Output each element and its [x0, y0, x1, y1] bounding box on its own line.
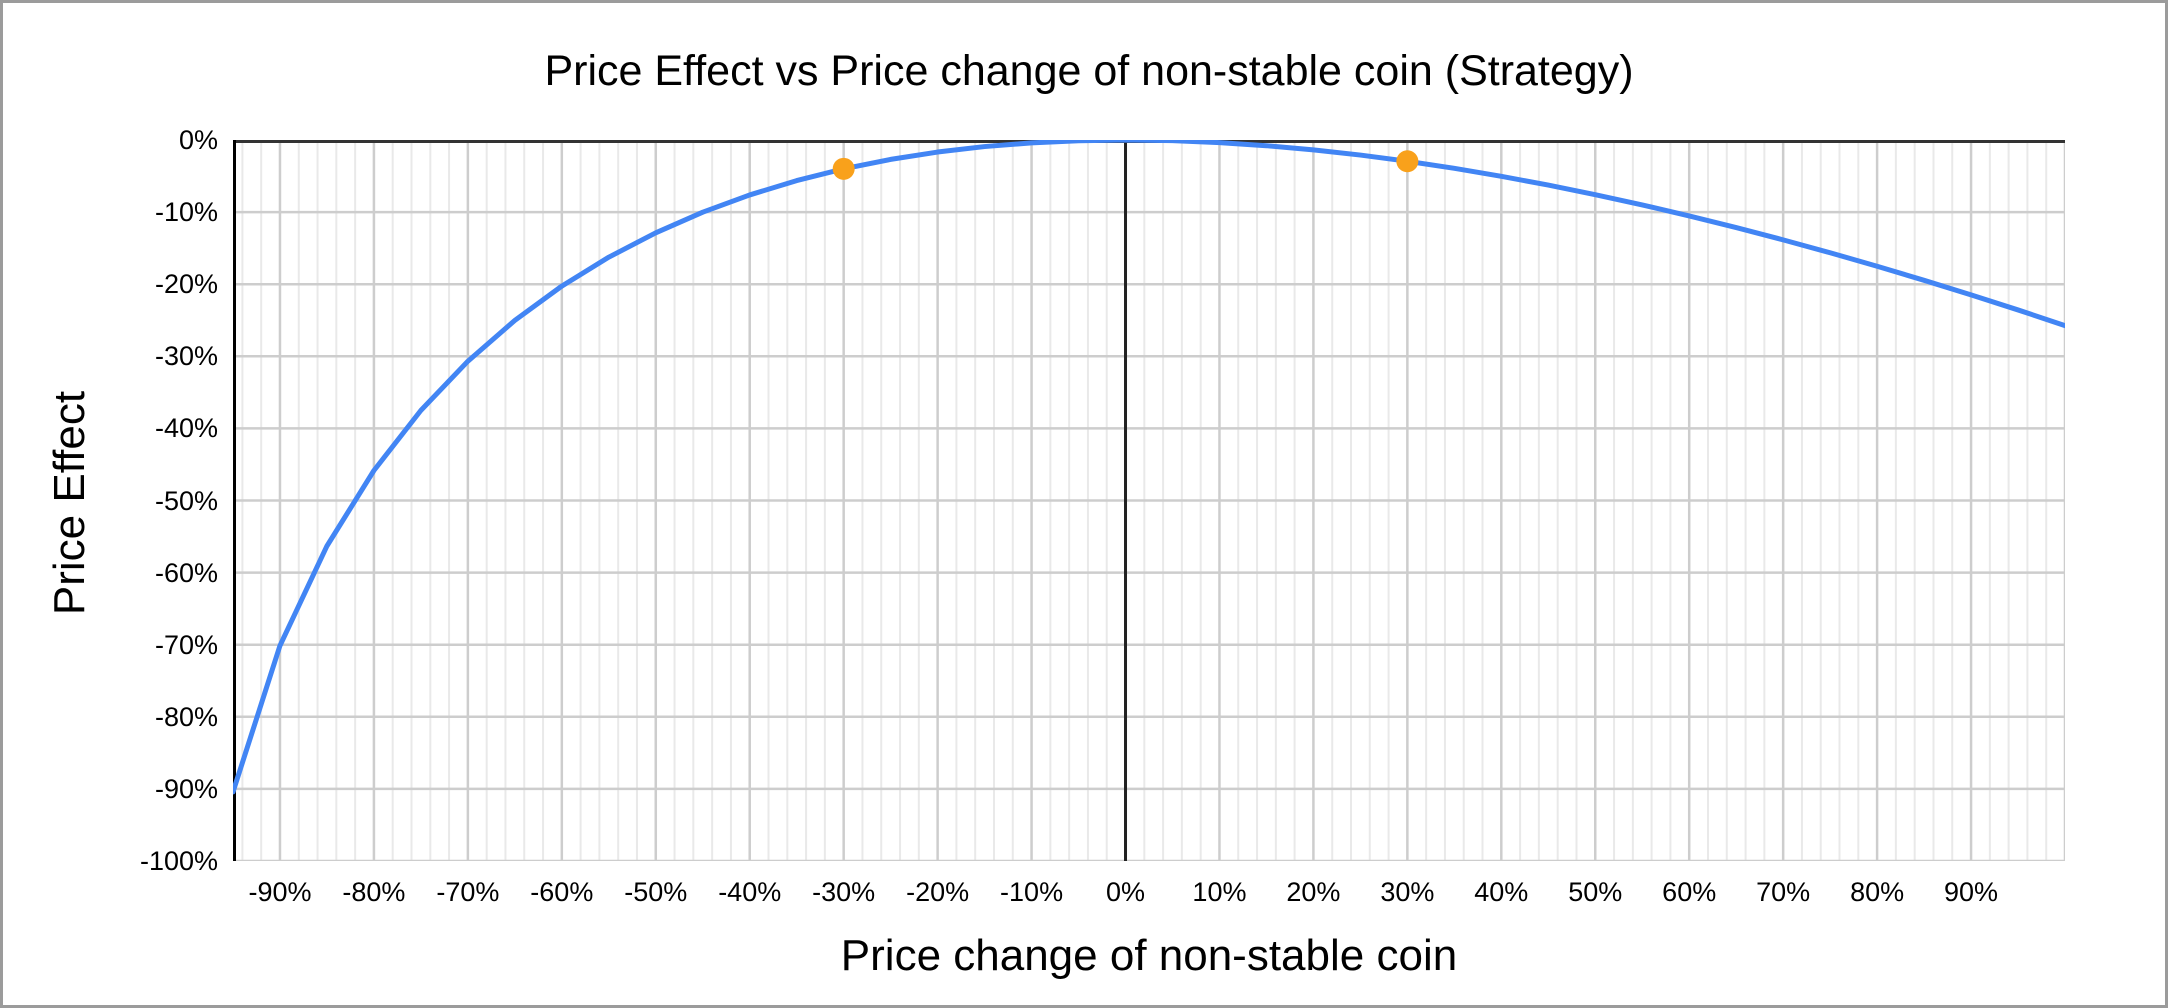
x-tick-label: 0%	[1105, 877, 1146, 907]
strategy-line-series	[233, 140, 2065, 795]
x-tick-label: 20%	[1286, 877, 1341, 907]
highlight-point	[832, 157, 855, 180]
x-tick-label: -80%	[342, 877, 406, 907]
y-tick-label: -70%	[154, 629, 218, 660]
y-tick-label: -40%	[154, 413, 218, 444]
y-tick-label: -30%	[154, 341, 218, 372]
x-tick-label: 80%	[1850, 877, 1905, 907]
x-axis-title: Price change of non-stable coin	[840, 931, 1458, 980]
chart-title: Price Effect vs Price change of non-stab…	[544, 47, 1634, 95]
x-tick-label: 10%	[1192, 877, 1247, 907]
x-tick-label: -50%	[624, 877, 688, 907]
x-tick-label: -20%	[906, 877, 970, 907]
plot-area	[233, 140, 2065, 861]
y-tick-label: -50%	[154, 485, 218, 516]
y-tick-label: -80%	[154, 701, 218, 732]
chart-canvas	[233, 140, 2065, 861]
x-tick-label: -70%	[436, 877, 500, 907]
x-tick-label: 40%	[1474, 877, 1529, 907]
x-tick-label: -90%	[248, 877, 312, 907]
y-tick-label: -20%	[154, 269, 218, 300]
highlight-point	[1396, 150, 1419, 173]
x-tick-label: 70%	[1756, 877, 1811, 907]
y-tick-label: 0%	[178, 125, 218, 155]
x-tick-label: -60%	[530, 877, 594, 907]
x-tick-label: 60%	[1662, 877, 1717, 907]
y-tick-label: -90%	[154, 773, 218, 804]
x-tick-label: 90%	[1944, 877, 1999, 907]
x-tick-label: 30%	[1380, 877, 1435, 907]
x-tick-label: -30%	[812, 877, 876, 907]
x-tick-label: -40%	[718, 877, 782, 907]
x-tick-label: 50%	[1568, 877, 1623, 907]
y-tick-label: -10%	[154, 197, 218, 228]
y-tick-label: -100%	[139, 846, 218, 876]
x-tick-label: -10%	[1000, 877, 1064, 907]
y-tick-label: -60%	[154, 557, 218, 588]
